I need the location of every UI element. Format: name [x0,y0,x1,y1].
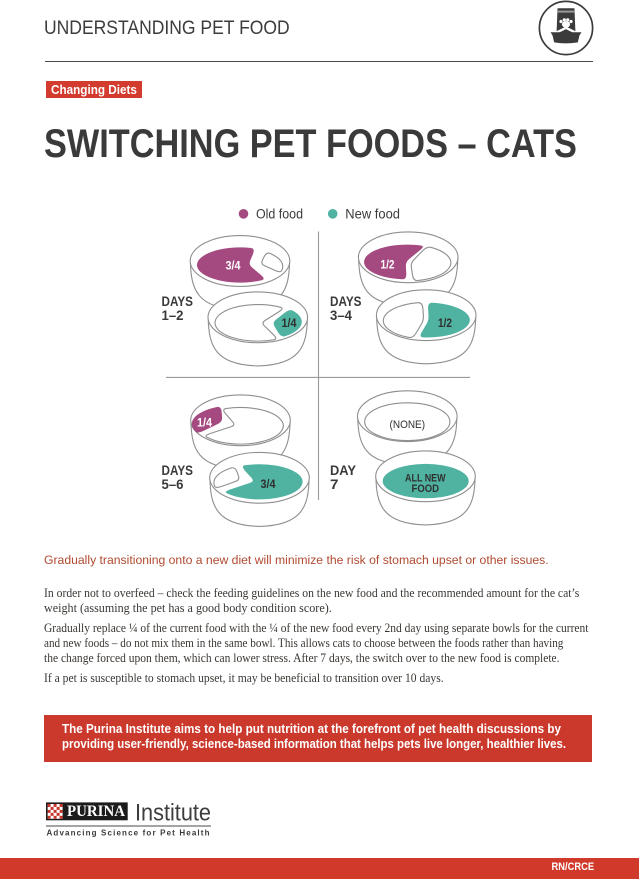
svg-text:DAYS: DAYS [330,294,362,309]
svg-text:(NONE): (NONE) [390,419,426,431]
svg-text:1–2: 1–2 [162,308,184,323]
svg-text:Old food: Old food [256,207,303,222]
svg-text:Institute: Institute [135,799,211,826]
svg-text:7: 7 [330,477,339,492]
svg-text:3–4: 3–4 [330,308,352,323]
svg-text:Advancing Science for Pet Heal: Advancing Science for Pet Health [47,829,210,838]
svg-text:3/4: 3/4 [261,477,276,491]
svg-text:DAYS: DAYS [162,463,194,478]
svg-text:New food: New food [345,207,400,222]
svg-text:1/4: 1/4 [197,416,212,430]
svg-text:1/2: 1/2 [438,316,452,330]
svg-text:3/4: 3/4 [226,259,241,273]
svg-text:DAY: DAY [330,463,356,478]
svg-text:ALL NEW: ALL NEW [405,473,446,485]
svg-text:FOOD: FOOD [412,483,440,495]
svg-text:DAYS: DAYS [162,294,194,309]
svg-text:1/4: 1/4 [282,316,297,330]
svg-text:5–6: 5–6 [162,477,184,492]
svg-text:PURINA: PURINA [67,803,126,820]
svg-text:1/2: 1/2 [381,257,395,271]
